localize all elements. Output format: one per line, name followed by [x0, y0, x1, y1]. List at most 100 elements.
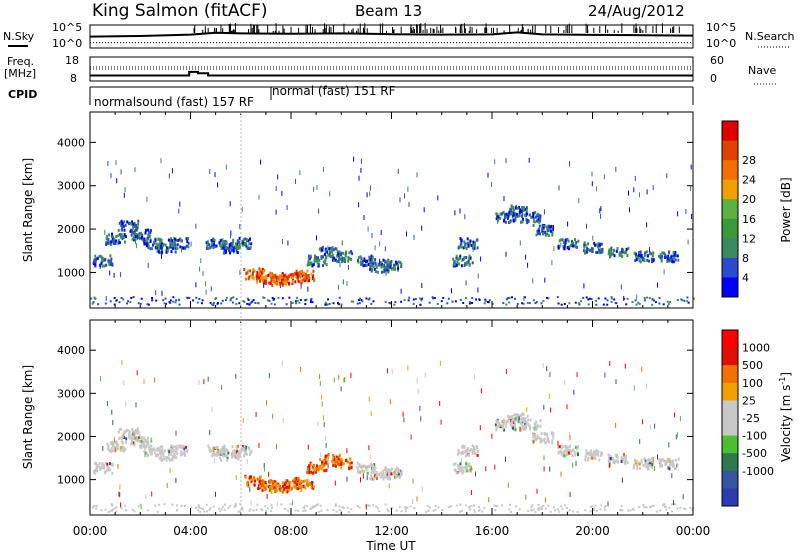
scatter-point [139, 231, 142, 235]
scatter-point [272, 483, 275, 487]
scatter-point [276, 277, 279, 281]
ground-scatter-point [334, 503, 337, 506]
ground-scatter-point [461, 509, 463, 512]
ground-scatter-point [547, 504, 550, 507]
scatter-point [505, 425, 508, 428]
scatter-point [389, 477, 391, 481]
scatter-point [376, 477, 378, 480]
ground-scatter-point [650, 505, 653, 508]
scatter-point [174, 454, 176, 458]
scatter-streak [207, 376, 209, 382]
ground-scatter-point [446, 302, 449, 305]
ground-scatter-point [455, 504, 458, 507]
ground-scatter-point [324, 301, 327, 304]
scatter-streak [609, 462, 611, 468]
scatter-point [671, 258, 674, 262]
scatter-point [397, 472, 400, 476]
scatter-point [250, 242, 253, 246]
ground-scatter-point [587, 303, 590, 306]
scatter-streak [230, 233, 232, 239]
scatter-streak [116, 178, 118, 184]
scatter-streak [304, 504, 306, 510]
scatter-point [561, 238, 564, 242]
scatter-point [562, 451, 565, 455]
scatter-point [513, 420, 516, 424]
scatter-point [327, 453, 330, 456]
scatter-streak [140, 504, 142, 510]
scatter-point [254, 479, 257, 483]
scatter-point [503, 428, 506, 432]
scatter-point [467, 469, 470, 473]
ground-scatter-point [409, 505, 412, 508]
scatter-point [313, 259, 316, 263]
scatter-point [387, 267, 390, 271]
scatter-point [111, 442, 114, 446]
scatter-point [673, 256, 676, 260]
ground-scatter-point [437, 506, 440, 509]
scatter-point [619, 252, 622, 256]
scatter-point [338, 257, 341, 261]
scatter-point [571, 244, 574, 248]
scatter-point [346, 460, 349, 464]
scatter-point [576, 245, 578, 249]
ground-scatter-point [592, 509, 595, 512]
scatter-streak [136, 370, 138, 376]
scatter-point [539, 232, 542, 236]
scatter-point [371, 468, 374, 472]
scatter-point [495, 217, 498, 221]
scatter-point [267, 485, 270, 489]
scatter-point [676, 254, 679, 258]
scatter-point [262, 270, 265, 274]
scatter-streak [491, 433, 493, 439]
scatter-point [314, 259, 317, 263]
scatter-point [574, 244, 577, 248]
ground-scatter-point [252, 299, 255, 301]
ground-scatter-point [514, 505, 517, 508]
ground-scatter-point [568, 509, 571, 512]
scatter-point [119, 427, 122, 431]
scatter-point [272, 275, 274, 279]
scatter-streak [685, 209, 687, 214]
scatter-point [613, 461, 616, 465]
scatter-point [295, 275, 298, 279]
scatter-point [271, 480, 274, 484]
scatter-point [372, 261, 375, 265]
scatter-point [221, 238, 224, 242]
ground-scatter-point [94, 297, 97, 300]
scatter-streak [451, 288, 452, 294]
scatter-point [596, 453, 599, 457]
scatter-streak [230, 230, 232, 236]
scatter-point [148, 231, 150, 235]
scatter-point [149, 240, 152, 243]
scatter-point [673, 254, 676, 258]
scatter-point [224, 241, 227, 245]
scatter-point [385, 260, 388, 264]
scatter-point [551, 233, 554, 237]
scatter-streak [519, 240, 521, 246]
scatter-point [567, 451, 570, 455]
ground-scatter-point [246, 297, 249, 300]
scatter-point [237, 451, 240, 455]
x-axis-label: Time UT [365, 539, 416, 553]
scatter-streak [125, 401, 127, 407]
scatter-point [210, 449, 212, 453]
scatter-streak [387, 368, 388, 374]
ground-scatter-point [384, 503, 387, 506]
scatter-point [363, 259, 366, 263]
scatter-point [321, 467, 323, 471]
scatter-point [622, 248, 625, 252]
scatter-point [142, 238, 145, 242]
velocity-x-ticks [89, 320, 694, 515]
power-x-ticks [89, 112, 694, 308]
scatter-point [502, 426, 505, 430]
ground-scatter-point [335, 510, 338, 513]
scatter-point [258, 272, 261, 276]
scatter-point [234, 242, 237, 246]
scatter-point [140, 439, 143, 443]
scatter-point [182, 246, 185, 250]
scatter-streak [592, 235, 594, 241]
scatter-point [228, 245, 231, 249]
scatter-point [221, 446, 224, 450]
scatter-point [319, 458, 322, 462]
